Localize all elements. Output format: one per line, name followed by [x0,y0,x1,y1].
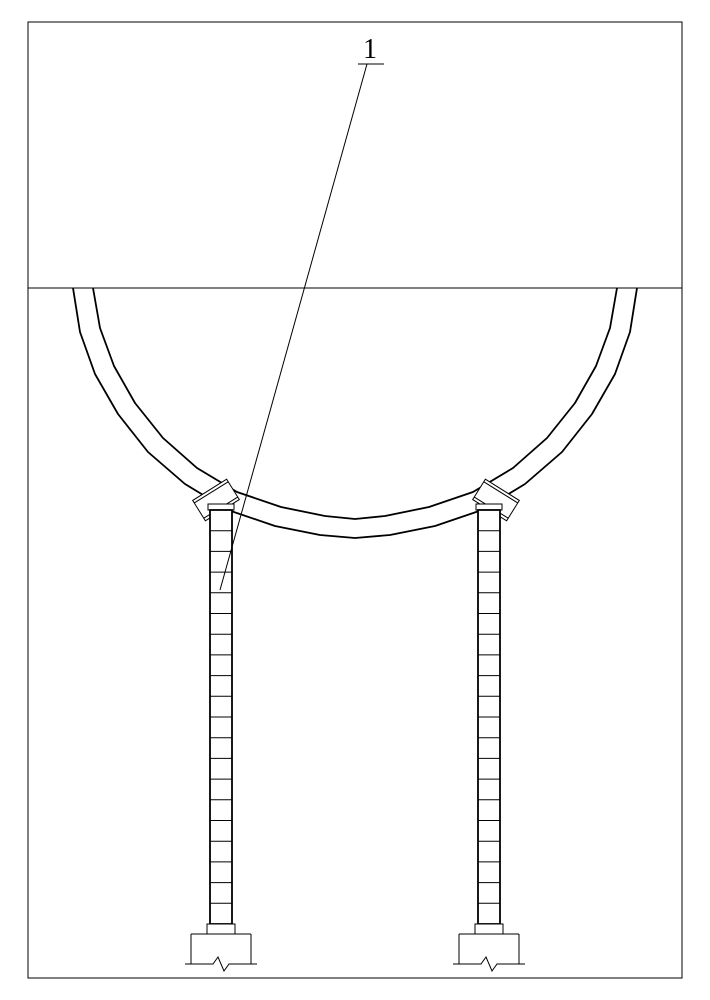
pile-0 [208,504,234,924]
callout-label: 1 [363,34,377,65]
pile-1 [476,504,502,924]
